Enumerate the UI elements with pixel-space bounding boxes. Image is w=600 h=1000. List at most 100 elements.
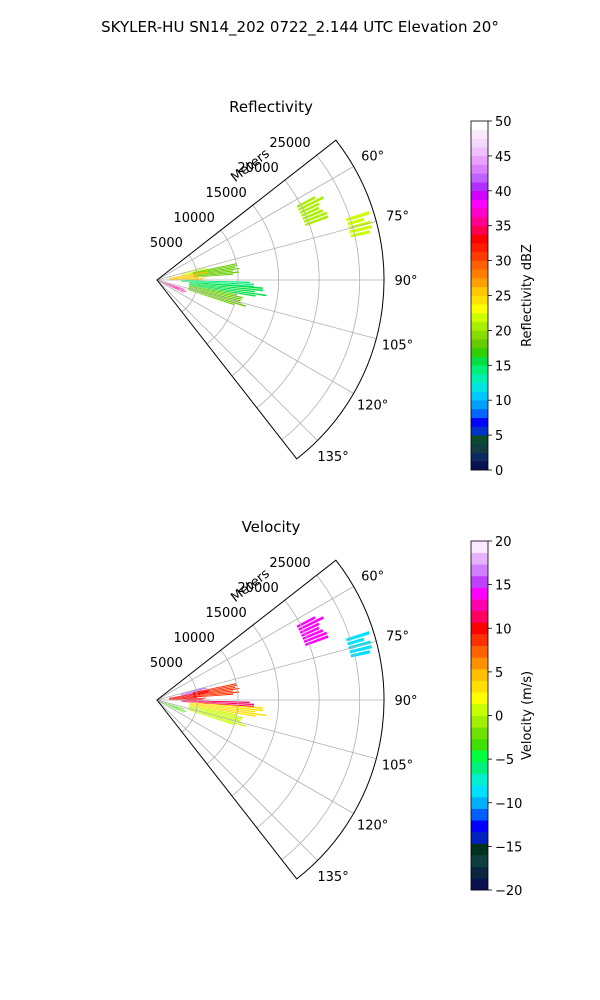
- echo-ray: [304, 635, 329, 647]
- echo-ray: [160, 701, 184, 713]
- echo-ray: [160, 281, 185, 292]
- range-ring: [256, 599, 320, 829]
- echo-ray: [169, 697, 199, 700]
- panel-title: Velocity: [242, 518, 301, 536]
- colorbar-band: [471, 312, 488, 322]
- azimuth-spoke: [156, 699, 354, 814]
- colorbar-band: [471, 785, 488, 798]
- colorbar-band: [471, 773, 488, 786]
- colorbar-tick-label: 40: [495, 185, 512, 200]
- colorbar-band: [471, 796, 488, 809]
- echo-ray: [189, 283, 255, 293]
- echo-ray: [192, 264, 238, 274]
- colorbar-band: [471, 190, 488, 200]
- colorbar-tick-label: 15: [495, 359, 512, 374]
- radial-tick-label: 15000: [205, 606, 246, 621]
- echo-ray: [188, 705, 237, 716]
- colorbar-band: [471, 208, 488, 218]
- echo-region: [187, 705, 246, 727]
- echo-ray: [188, 708, 246, 727]
- echo-ray: [168, 271, 208, 279]
- colorbar-band: [471, 304, 488, 314]
- colorbar-band: [471, 541, 488, 553]
- colorbar-band: [471, 843, 488, 856]
- colorbar-band: [471, 400, 488, 410]
- echo-region: [188, 282, 267, 297]
- echo-region: [187, 285, 246, 307]
- echo-ray: [350, 230, 371, 238]
- range-ring: [181, 674, 198, 733]
- colorbar-tick-label: 10: [495, 622, 512, 637]
- colorbar-band: [471, 855, 488, 868]
- echo-ray: [188, 284, 256, 297]
- azimuth-spoke: [156, 699, 318, 861]
- colorbar-tick-label: 0: [495, 464, 503, 479]
- echo-ray: [299, 622, 320, 634]
- polar-grid: [156, 154, 384, 441]
- azimuth-spoke: [156, 279, 318, 441]
- echo-ray: [193, 267, 240, 276]
- colorbar-band: [471, 182, 488, 192]
- colorbar-band: [471, 622, 488, 635]
- colorbar-band: [471, 155, 488, 165]
- colorbar-band: [471, 339, 488, 349]
- echo-ray: [169, 695, 202, 700]
- polar-grid: [156, 574, 384, 861]
- colorbar-band: [471, 138, 488, 148]
- echo-ray: [189, 282, 263, 289]
- echo-ray: [193, 270, 233, 276]
- echo-region: [168, 691, 209, 701]
- colorbar-band: [471, 680, 488, 693]
- azimuth-spoke: [156, 220, 377, 281]
- echo-ray: [345, 211, 370, 222]
- echo-ray: [298, 616, 324, 631]
- colorbar-band: [471, 727, 488, 740]
- colorbar-tick-label: 35: [495, 220, 512, 235]
- echo-ray: [188, 707, 241, 722]
- azimuth-spoke: [156, 279, 377, 340]
- colorbar-band: [471, 599, 488, 612]
- echo-ray: [168, 691, 208, 699]
- echo-ray: [160, 701, 178, 710]
- colorbar-band: [471, 738, 488, 751]
- azimuth-tick-label: 60°: [361, 150, 384, 165]
- echo-ray: [181, 280, 255, 286]
- colorbar-tick-label: 0: [495, 710, 503, 725]
- echo-ray: [169, 275, 202, 280]
- colorbar-band: [471, 443, 488, 453]
- echo-ray: [296, 616, 316, 628]
- echo-region: [160, 701, 187, 713]
- colorbar-band: [471, 374, 488, 384]
- echo-region: [188, 702, 267, 717]
- range-ring: [256, 179, 320, 409]
- echo-ray: [160, 281, 178, 290]
- colorbar-label: Velocity (m/s): [520, 671, 535, 760]
- echo-ray: [349, 644, 373, 654]
- echo-ray: [169, 692, 209, 699]
- azimuth-tick-label: 105°: [382, 758, 413, 773]
- colorbar-label: Reflectivity dBZ: [520, 244, 535, 347]
- range-ring: [181, 254, 198, 313]
- colorbar-band: [471, 382, 488, 392]
- echo-ray: [299, 202, 320, 214]
- colorbar-tick-label: 30: [495, 255, 512, 270]
- colorbar-band: [471, 391, 488, 401]
- echo-ray: [169, 694, 201, 699]
- azimuth-tick-label: 105°: [382, 338, 413, 353]
- azimuth-tick-label: 75°: [386, 210, 409, 225]
- colorbar-band: [471, 587, 488, 600]
- colorbar-band: [471, 216, 488, 226]
- echo-ray: [189, 702, 263, 709]
- echo-ray: [160, 281, 186, 291]
- colorbar-band: [471, 164, 488, 174]
- echo-ray: [187, 289, 235, 306]
- colorbar-band: [471, 715, 488, 728]
- echo-layer: [160, 616, 373, 727]
- colorbar-band: [471, 692, 488, 705]
- colorbar-tick-label: −5: [495, 753, 514, 768]
- echo-ray: [303, 211, 328, 223]
- colorbar-band: [471, 417, 488, 427]
- echo-ray: [192, 683, 237, 693]
- echo-ray: [169, 277, 206, 280]
- echo-region: [345, 211, 373, 238]
